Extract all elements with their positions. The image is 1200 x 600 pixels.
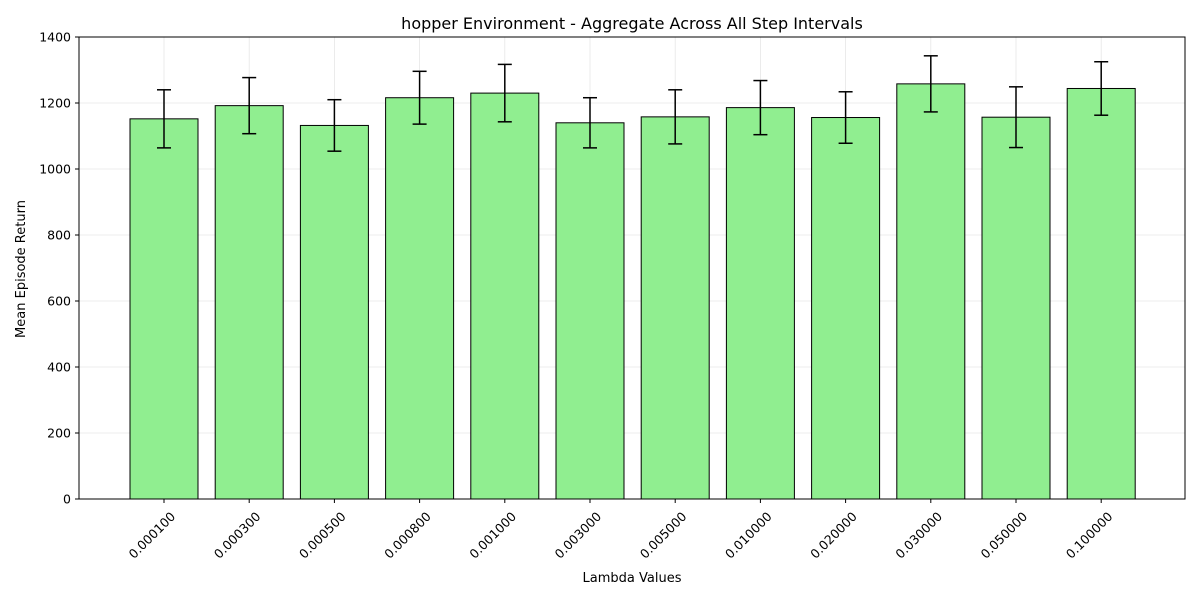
y-tick-label: 1000 — [39, 162, 71, 177]
x-tick-label: 0.020000 — [807, 509, 860, 562]
x-axis-ticks: 0.000100 0.000300 0.000500 0.000800 0.001000… — [126, 499, 1116, 561]
y-axis-ticks: 0 200 400 600 800 1000 1200 1400 — [39, 30, 79, 507]
bar — [811, 117, 881, 500]
bar — [299, 124, 369, 500]
bar — [725, 107, 795, 500]
x-axis-label: Lambda Values — [583, 571, 682, 586]
x-tick-label: 0.000100 — [126, 509, 179, 562]
bar — [470, 92, 540, 500]
y-tick-label: 800 — [47, 228, 71, 243]
x-tick-label: 0.005000 — [637, 509, 690, 562]
y-tick-label: 200 — [47, 426, 71, 441]
x-tick-label: 0.000800 — [381, 509, 434, 562]
error-bars — [157, 55, 1109, 152]
x-tick-label: 0.050000 — [978, 509, 1031, 562]
x-tick-label: 0.100000 — [1063, 509, 1116, 562]
bar — [896, 83, 966, 500]
y-axis-label: Mean Episode Return — [14, 200, 29, 338]
x-tick-label: 0.030000 — [892, 509, 945, 562]
y-tick-label: 1200 — [39, 96, 71, 111]
y-tick-label: 600 — [47, 294, 71, 309]
plot-frame — [78, 36, 1186, 500]
y-tick-label: 1400 — [39, 30, 71, 45]
x-tick-label: 0.001000 — [466, 509, 519, 562]
y-tick-label: 0 — [63, 492, 71, 507]
bar — [385, 97, 455, 500]
chart-title: hopper Environment - Aggregate Across Al… — [401, 14, 863, 33]
x-tick-label: 0.000300 — [211, 509, 264, 562]
x-tick-label: 0.000500 — [296, 509, 349, 562]
x-tick-label: 0.010000 — [722, 509, 775, 562]
bars — [129, 83, 1136, 500]
x-tick-label: 0.003000 — [552, 509, 605, 562]
bar — [129, 118, 199, 500]
bar — [1066, 87, 1136, 500]
y-tick-label: 400 — [47, 360, 71, 375]
bar — [981, 116, 1051, 500]
bar — [214, 105, 284, 500]
bar — [640, 116, 710, 500]
bar — [555, 122, 625, 500]
